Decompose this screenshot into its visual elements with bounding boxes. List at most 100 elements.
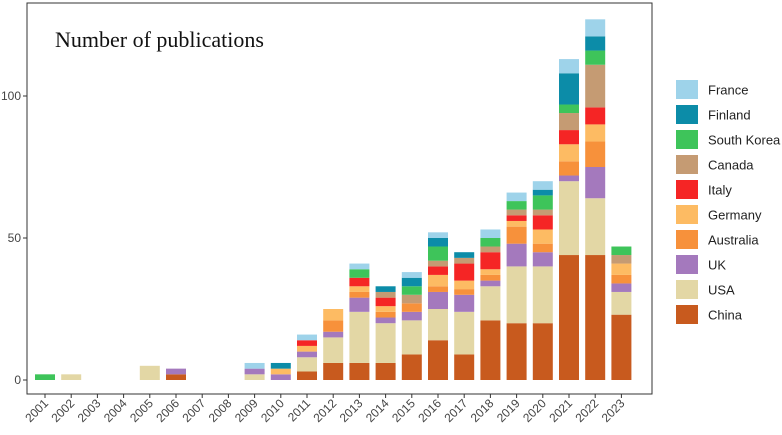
x-tick-label-2002: 2002 bbox=[49, 396, 78, 425]
bar-2012-usa bbox=[323, 337, 344, 363]
bar-2022-finland bbox=[585, 36, 606, 51]
bar-2014-uk bbox=[375, 317, 396, 324]
bar-2018-china bbox=[480, 320, 501, 380]
bar-2017-uk bbox=[454, 294, 475, 312]
bar-2014-australia bbox=[375, 311, 396, 318]
x-tick-label-2006: 2006 bbox=[153, 396, 182, 425]
bar-2021-finland bbox=[559, 73, 579, 105]
bar-2017-china bbox=[454, 354, 475, 380]
x-tick-label-2018: 2018 bbox=[468, 396, 497, 425]
bar-2014-canada bbox=[375, 291, 396, 298]
bar-2020-australia bbox=[532, 243, 553, 253]
bar-2023-south-korea bbox=[611, 246, 632, 256]
x-tick-label-2003: 2003 bbox=[75, 396, 104, 425]
bar-2023-australia bbox=[611, 274, 632, 284]
bar-2001-south-korea bbox=[35, 374, 55, 380]
x-tick-label-2009: 2009 bbox=[232, 396, 261, 425]
bar-2011-usa bbox=[297, 357, 317, 372]
bar-2017-italy bbox=[454, 263, 475, 281]
bar-2022-france bbox=[585, 19, 606, 37]
bar-2013-usa bbox=[349, 311, 370, 363]
x-tick-label-2010: 2010 bbox=[258, 396, 287, 425]
bar-2021-canada bbox=[559, 113, 579, 131]
bar-2023-germany bbox=[611, 263, 632, 275]
legend-swatch-france bbox=[676, 80, 698, 99]
bar-2012-uk bbox=[323, 331, 344, 338]
y-tick-label-0: 0 bbox=[14, 373, 21, 387]
x-tick-label-2005: 2005 bbox=[127, 396, 156, 425]
bar-2018-uk bbox=[480, 280, 501, 287]
bar-2015-australia bbox=[401, 303, 422, 312]
bar-2013-china bbox=[349, 362, 370, 380]
bar-2019-italy bbox=[506, 215, 527, 221]
y-axis: 0 50 100 bbox=[1, 89, 27, 387]
legend-swatch-italy bbox=[676, 180, 698, 199]
bar-2011-uk bbox=[297, 351, 317, 358]
legend-label-germany: Germany bbox=[708, 208, 762, 223]
x-tick-label-2001: 2001 bbox=[22, 396, 51, 425]
bar-2017-canada bbox=[454, 257, 475, 264]
x-tick-label-2022: 2022 bbox=[573, 396, 602, 425]
bar-2011-italy bbox=[297, 340, 317, 346]
bar-2019-south-korea bbox=[506, 201, 527, 210]
bar-2005-usa bbox=[139, 365, 160, 380]
bar-2012-germany bbox=[323, 309, 344, 321]
bar-2016-france bbox=[428, 232, 448, 238]
legend-swatch-canada bbox=[676, 155, 698, 174]
x-tick-label-2017: 2017 bbox=[442, 396, 471, 425]
bar-2013-italy bbox=[349, 277, 370, 287]
bar-2013-australia bbox=[349, 291, 370, 298]
bar-2021-france bbox=[559, 59, 579, 74]
bar-2017-finland bbox=[454, 252, 475, 258]
chart-title: Number of publications bbox=[55, 27, 264, 52]
legend: France Finland South Korea Canada Italy Germa… bbox=[676, 80, 781, 324]
bar-2012-china bbox=[323, 362, 344, 380]
bar-2022-australia bbox=[585, 141, 606, 167]
legend-label-australia: Australia bbox=[708, 233, 759, 248]
x-tick-label-2021: 2021 bbox=[546, 396, 575, 425]
legend-label-finland: Finland bbox=[708, 108, 751, 123]
x-tick-label-2008: 2008 bbox=[206, 396, 235, 425]
bar-2022-uk bbox=[585, 167, 606, 199]
bar-2015-france bbox=[401, 272, 422, 278]
bar-2009-uk bbox=[244, 368, 265, 375]
bar-2023-usa bbox=[611, 291, 632, 315]
bar-2017-germany bbox=[454, 280, 475, 290]
bar-2010-finland bbox=[270, 362, 291, 369]
bar-2022-usa bbox=[585, 198, 606, 256]
x-tick-label-2013: 2013 bbox=[337, 396, 366, 425]
bar-2019-germany bbox=[506, 220, 527, 227]
bar-2016-uk bbox=[428, 291, 448, 309]
legend-label-usa: USA bbox=[708, 283, 735, 298]
bar-2020-germany bbox=[532, 229, 553, 244]
legend-label-italy: Italy bbox=[708, 183, 732, 198]
bar-2015-finland bbox=[401, 277, 422, 287]
bar-2011-france bbox=[297, 334, 317, 341]
bar-2021-china bbox=[559, 255, 579, 380]
bar-2022-italy bbox=[585, 107, 606, 125]
legend-swatch-germany bbox=[676, 205, 698, 224]
bar-2020-usa bbox=[532, 266, 553, 324]
bar-2019-canada bbox=[506, 209, 527, 216]
x-tick-label-2007: 2007 bbox=[180, 396, 209, 425]
bar-2011-germany bbox=[297, 345, 317, 352]
bar-2018-italy bbox=[480, 252, 501, 270]
bar-2016-germany bbox=[428, 274, 448, 287]
bar-2016-italy bbox=[428, 266, 448, 275]
bar-2009-usa bbox=[244, 374, 265, 380]
bar-2023-china bbox=[611, 314, 632, 380]
bar-2019-usa bbox=[506, 266, 527, 324]
x-tick-label-2020: 2020 bbox=[520, 396, 549, 425]
bar-2022-china bbox=[585, 255, 606, 380]
bar-2012-australia bbox=[323, 320, 344, 332]
x-tick-label-2023: 2023 bbox=[599, 396, 628, 425]
x-tick-label-2004: 2004 bbox=[101, 396, 130, 425]
bar-2016-south-korea bbox=[428, 246, 448, 261]
bar-2022-south-korea bbox=[585, 50, 606, 65]
bar-2013-germany bbox=[349, 286, 370, 292]
bar-2015-canada bbox=[401, 294, 422, 304]
legend-label-china: China bbox=[708, 308, 743, 323]
legend-swatch-uk bbox=[676, 255, 698, 274]
x-tick-label-2014: 2014 bbox=[363, 396, 392, 425]
